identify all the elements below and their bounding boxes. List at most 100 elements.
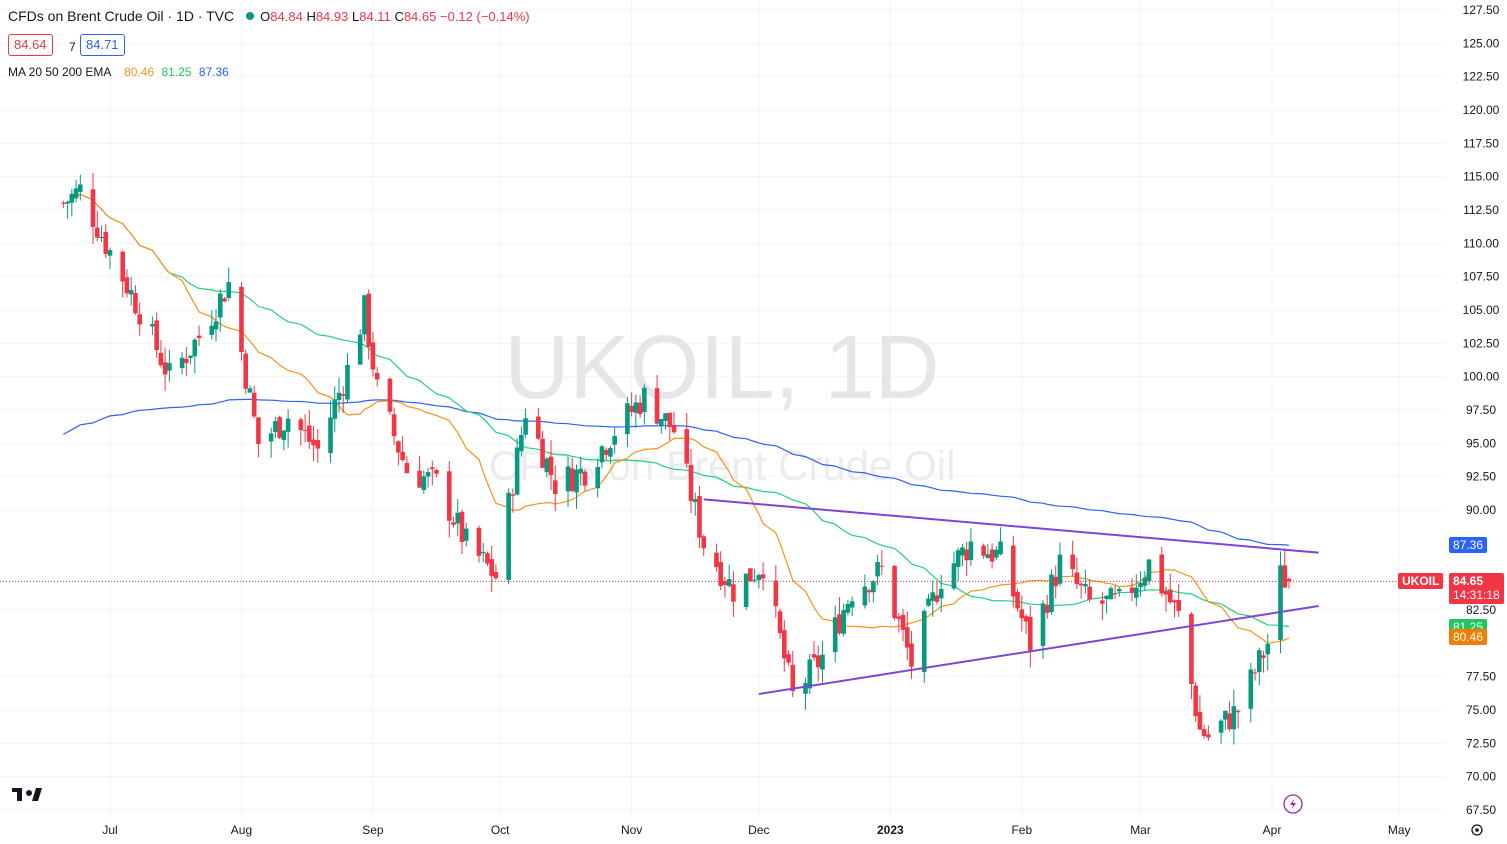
candle xyxy=(540,430,545,468)
candle xyxy=(519,426,524,457)
candle xyxy=(900,608,906,642)
candle xyxy=(688,449,694,514)
time-axis[interactable]: Jul Aug Sep Oct Nov Dec 2023 Feb Mar Apr May xyxy=(102,823,1410,837)
x-tick-label: Dec xyxy=(748,823,769,837)
candle xyxy=(107,247,113,270)
candle xyxy=(955,547,961,582)
candle xyxy=(612,428,617,454)
last-price-tag: 84.65 14:31:18 xyxy=(1449,573,1504,605)
candle xyxy=(726,564,732,588)
candle xyxy=(1265,634,1271,671)
candle xyxy=(311,425,316,462)
candle xyxy=(603,447,609,461)
candle xyxy=(192,338,198,374)
price-axis[interactable]: 127.50 125.00 122.50 120.00 117.50 115.00 112.… xyxy=(1463,3,1500,817)
candle xyxy=(1049,569,1054,615)
candle xyxy=(934,581,940,605)
candle xyxy=(832,605,838,663)
candle xyxy=(752,569,757,583)
sell-price-button[interactable]: 84.64 xyxy=(8,34,53,56)
symbol-price-tag: UKOIL xyxy=(1398,573,1444,590)
candle xyxy=(493,564,499,580)
buy-price-button[interactable]: 84.71 xyxy=(80,34,125,56)
lightning-icon[interactable] xyxy=(1283,794,1303,814)
candle xyxy=(1223,710,1228,731)
candle xyxy=(336,377,342,413)
watermark-name: CFDs on Brent Crude Oil xyxy=(489,442,956,489)
market-status-icon xyxy=(246,12,255,20)
candle xyxy=(366,289,371,360)
candle xyxy=(1100,592,1105,621)
candle xyxy=(1201,724,1207,739)
candle xyxy=(841,603,846,637)
candle xyxy=(722,576,728,598)
symbol-title[interactable]: CFDs on Brent Crude Oil · 1D · TVC xyxy=(8,8,235,24)
candle xyxy=(909,631,914,679)
candle xyxy=(1023,614,1029,635)
candle xyxy=(154,312,159,358)
x-tick-label: Feb xyxy=(1011,823,1032,837)
candle xyxy=(994,545,999,561)
candle xyxy=(985,543,991,559)
candle xyxy=(552,465,558,512)
candle xyxy=(714,543,719,572)
candle xyxy=(633,394,639,428)
tradingview-logo-icon[interactable] xyxy=(12,788,42,801)
candle xyxy=(1218,719,1224,744)
candle xyxy=(256,417,261,458)
ma-legend[interactable]: MA 20 50 200 EMA 80.46 81.25 87.36 xyxy=(8,65,229,79)
candle xyxy=(188,355,193,365)
x-tick-label: Oct xyxy=(491,823,510,837)
candle xyxy=(1070,540,1075,577)
candle xyxy=(120,250,126,298)
y-tick-label: 92.50 xyxy=(1466,470,1496,484)
candle xyxy=(328,400,333,463)
y-tick-label: 90.00 xyxy=(1466,503,1496,517)
candle xyxy=(904,611,910,661)
y-tick-label: 127.50 xyxy=(1463,3,1500,17)
candle xyxy=(103,224,109,258)
trendline[interactable] xyxy=(758,605,1319,695)
candle xyxy=(421,470,427,495)
candle xyxy=(684,412,690,468)
candle xyxy=(357,329,363,365)
candle xyxy=(849,596,855,617)
candle xyxy=(78,174,83,201)
settings-gear-icon[interactable] xyxy=(1471,824,1483,836)
candle xyxy=(217,289,223,332)
candle xyxy=(1176,584,1182,617)
candle xyxy=(837,597,842,636)
candle xyxy=(582,469,588,492)
candle xyxy=(654,375,660,425)
candle xyxy=(506,488,511,585)
candle xyxy=(430,460,435,486)
candle xyxy=(548,440,554,491)
candle xyxy=(273,416,278,439)
candle xyxy=(743,573,749,611)
trendlines[interactable] xyxy=(703,498,1319,695)
trendline[interactable] xyxy=(703,498,1319,554)
y-tick-label: 112.50 xyxy=(1463,203,1499,217)
candle xyxy=(892,564,897,621)
candle xyxy=(251,385,257,419)
candle xyxy=(1146,559,1152,586)
candle xyxy=(701,534,707,557)
candle xyxy=(930,580,936,617)
candle xyxy=(417,455,422,489)
candle xyxy=(862,574,868,609)
candle xyxy=(480,542,486,563)
candle xyxy=(222,296,227,302)
candle xyxy=(599,444,605,469)
candle xyxy=(811,641,817,662)
candle xyxy=(268,427,274,458)
candle xyxy=(773,565,779,618)
candle xyxy=(1112,585,1118,600)
candle xyxy=(866,588,872,603)
candle xyxy=(315,429,321,463)
chart-header: CFDs on Brent Crude Oil · 1D · TVC O84.84… xyxy=(8,8,530,24)
chart-grid xyxy=(0,0,1445,818)
y-tick-label: 115.00 xyxy=(1463,170,1499,184)
candle xyxy=(124,269,130,298)
candle xyxy=(1133,574,1139,607)
